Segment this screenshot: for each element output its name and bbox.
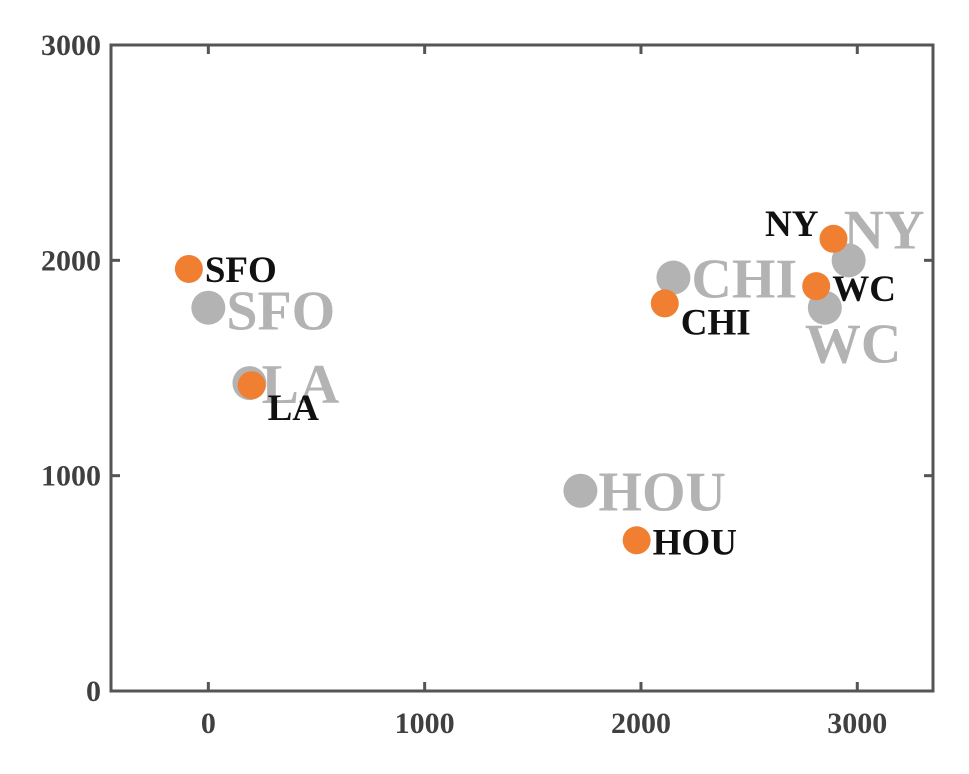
axes: 0 1000 2000 3000 0 1000 2000 3000 [41, 29, 935, 740]
gray-point-sfo [191, 290, 226, 325]
orange-point-ny [819, 224, 848, 253]
orange-label-ny: NY [765, 204, 819, 245]
orange-label-la: LA [268, 388, 320, 429]
y-tick-label: 2000 [41, 244, 101, 277]
gray-point-chi [656, 260, 691, 295]
orange-label-sfo: SFO [205, 250, 277, 291]
orange-label-hou: HOU [653, 522, 737, 563]
gray-label-la: LA [261, 354, 339, 416]
x-tick-label: 3000 [827, 707, 887, 740]
x-tick-label: 1000 [395, 707, 455, 740]
plot-frame [109, 43, 935, 693]
orange-label-chi: CHI [681, 302, 751, 343]
y-tick-label: 1000 [41, 460, 101, 493]
orange-point-hou [622, 526, 651, 555]
orange-point-la [237, 371, 266, 400]
gray-point-ny [831, 243, 866, 278]
gray-label-sfo: SFO [226, 281, 335, 343]
orange-label-wc: WC [832, 269, 896, 310]
gray-label-ny: NY [844, 199, 925, 261]
x-tick-label: 2000 [611, 707, 671, 740]
orange-point-sfo [174, 254, 203, 283]
orange-point-chi [650, 289, 679, 318]
gray-point-hou [563, 473, 598, 508]
orange-point-wc [802, 272, 831, 301]
gray-label-wc: WC [805, 314, 901, 376]
gray-label-chi: CHI [691, 249, 797, 311]
orange-series [174, 224, 848, 555]
gray-label-hou: HOU [598, 462, 726, 524]
y-tick-label: 3000 [41, 29, 101, 62]
x-tick-label: 0 [201, 707, 216, 740]
y-tick-label: 0 [86, 675, 101, 708]
